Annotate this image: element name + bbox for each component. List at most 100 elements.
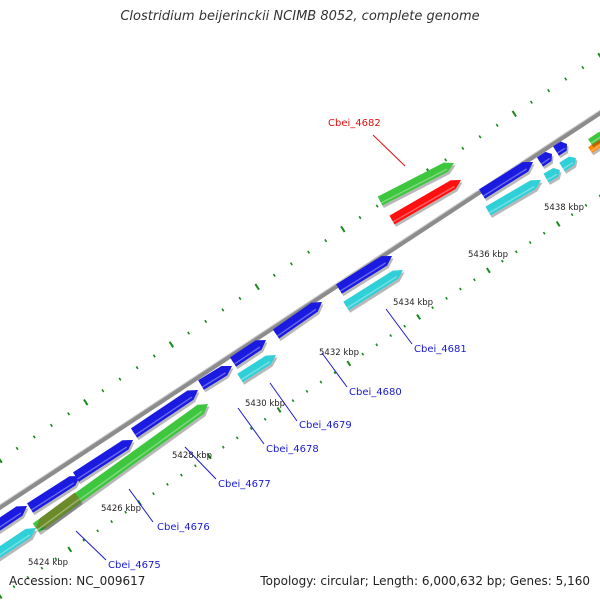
tick-mark xyxy=(403,324,407,328)
tick-mark xyxy=(249,427,253,431)
cds-arrow xyxy=(553,141,569,159)
cds-arrow xyxy=(27,476,82,516)
cds-arrow xyxy=(336,256,394,297)
tick-mark xyxy=(0,458,3,464)
tick-mark xyxy=(67,412,71,416)
tick-mark xyxy=(238,296,242,301)
tick-mark xyxy=(49,423,53,428)
gene-leader-line xyxy=(385,308,413,345)
tick-mark xyxy=(168,341,175,348)
gene-arrow xyxy=(559,156,578,174)
gene-arrow xyxy=(0,528,38,562)
tick-mark xyxy=(180,473,183,477)
tick-mark xyxy=(32,435,36,439)
tick-mark xyxy=(83,398,89,406)
cds-arrow xyxy=(479,162,535,202)
kbp-label: 5432 kbp xyxy=(319,348,359,358)
tick-mark xyxy=(235,436,239,440)
tick-mark xyxy=(221,308,225,312)
tick-mark xyxy=(375,204,379,208)
tick-mark xyxy=(444,158,448,162)
kbp-label: 5424 kbp xyxy=(28,558,68,568)
tick-mark xyxy=(324,238,328,243)
tick-mark xyxy=(584,203,588,207)
tick-mark xyxy=(289,262,293,266)
gene-leader-line xyxy=(372,134,406,167)
tick-mark xyxy=(473,278,476,282)
gene-label[interactable]: Cbei_4680 xyxy=(349,387,402,398)
cds-arrow xyxy=(0,506,29,535)
tick-mark xyxy=(358,215,362,220)
tick-mark xyxy=(206,453,212,460)
tick-marks xyxy=(0,52,600,599)
tick-mark xyxy=(485,267,491,274)
gene-arrow xyxy=(543,168,562,185)
tick-mark xyxy=(375,343,379,347)
tick-mark xyxy=(152,354,156,358)
tick-mark xyxy=(478,135,482,139)
cds-arrow xyxy=(198,366,234,393)
tick-mark xyxy=(445,296,448,300)
kbp-label: 5428 kbp xyxy=(172,451,212,461)
gene-leader-line xyxy=(128,488,154,523)
kbp-label: 5434 kbp xyxy=(393,298,433,308)
tick-mark xyxy=(416,313,422,320)
tick-mark xyxy=(500,259,504,263)
tick-mark xyxy=(346,360,352,367)
tick-mark xyxy=(135,365,139,370)
tick-mark xyxy=(96,529,100,533)
tick-mark xyxy=(0,594,3,599)
tick-mark xyxy=(528,240,532,245)
gene-leader-line xyxy=(75,530,107,561)
tick-mark xyxy=(15,446,19,451)
gene-label[interactable]: Cbei_4678 xyxy=(266,444,319,455)
gene-arrow xyxy=(343,270,405,313)
tick-mark xyxy=(254,283,260,291)
tick-mark xyxy=(110,520,114,524)
tick-mark xyxy=(570,213,574,217)
gene-leader-line xyxy=(269,382,298,422)
tick-mark xyxy=(555,220,561,227)
gene-label[interactable]: Cbei_4682 xyxy=(328,118,381,129)
tick-mark xyxy=(319,380,323,384)
tick-mark xyxy=(495,123,499,127)
tick-mark xyxy=(389,334,393,338)
tick-mark xyxy=(166,482,169,486)
tick-mark xyxy=(82,538,86,542)
gene-label[interactable]: Cbei_4681 xyxy=(414,344,467,355)
green-feature-edge xyxy=(588,132,600,148)
gene-arrow xyxy=(237,355,278,385)
gene-features xyxy=(0,132,600,562)
orange-feature xyxy=(588,140,600,156)
kbp-labels: 5424 kbp 5426 kbp 5428 kbp 5430 kbp 5432 kbp… xyxy=(28,203,584,568)
tick-mark xyxy=(272,273,276,278)
tick-mark xyxy=(564,77,568,81)
gene-label[interactable]: Cbei_4676 xyxy=(157,522,210,533)
accession-text: Accession: NC_009617 xyxy=(9,574,146,588)
tick-mark xyxy=(204,319,208,324)
kbp-label: 5426 kbp xyxy=(101,504,141,514)
tick-mark xyxy=(193,464,197,468)
tick-mark xyxy=(361,352,365,356)
kbp-label: 5436 kbp xyxy=(468,250,508,260)
gene-leader-line xyxy=(184,446,217,480)
tick-mark xyxy=(276,407,282,413)
tick-mark xyxy=(542,231,546,235)
tick-mark xyxy=(514,250,518,254)
tick-mark xyxy=(431,306,434,310)
gene-leader-line xyxy=(237,407,265,445)
kbp-label: 5430 kbp xyxy=(245,399,285,409)
gene-labels: Cbei_4675 Cbei_4676 Cbei_4677 Cbei_4678 Cbei… xyxy=(75,118,467,571)
gene-leader-line xyxy=(321,352,348,388)
cds-arrow xyxy=(536,151,554,170)
tick-mark xyxy=(152,492,155,496)
gene-label[interactable]: Cbei_4675 xyxy=(108,560,161,571)
gene-label[interactable]: Cbei_4677 xyxy=(218,479,271,490)
tick-mark xyxy=(307,250,311,254)
tick-mark xyxy=(547,88,551,93)
tick-mark xyxy=(124,510,127,514)
tick-mark xyxy=(529,100,533,104)
tick-mark xyxy=(305,389,309,393)
cds-arrow xyxy=(272,302,324,342)
gene-label[interactable]: Cbei_4679 xyxy=(299,420,352,431)
